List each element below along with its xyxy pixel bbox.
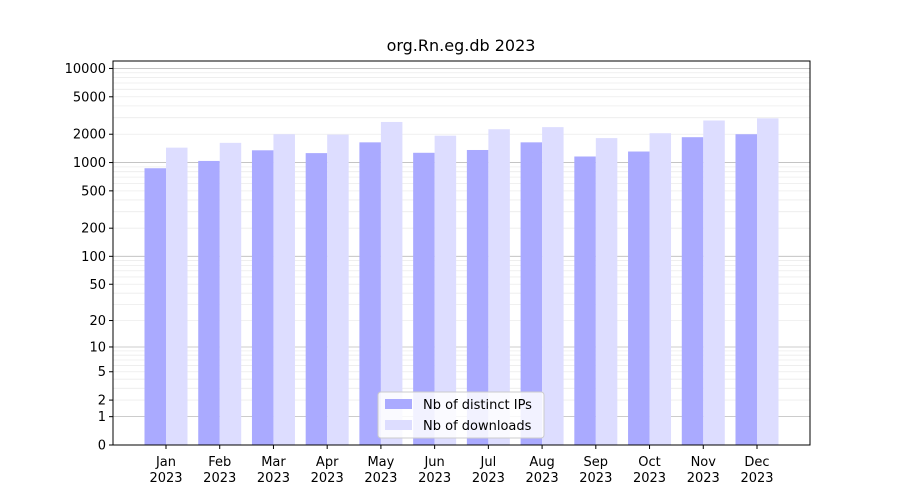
bar-distinct-ips [359,142,381,445]
legend-swatch [385,420,412,430]
bar-downloads [434,135,457,445]
bar-downloads [327,134,349,446]
x-tick-label: Jul 2023 [472,455,505,486]
bar-downloads [273,134,295,445]
bar-distinct-ips [251,150,274,445]
y-tick-label: 2000 [73,128,106,143]
bar-distinct-ips [628,151,650,445]
y-tick-label: 0 [98,439,106,454]
bar-distinct-ips [413,152,435,446]
x-tick-label: Mar 2023 [257,455,290,486]
bar-downloads [703,120,725,446]
y-tick-label: 200 [81,222,106,237]
x-tick-label: Jun 2023 [418,455,451,486]
bar-distinct-ips [735,134,757,445]
bar-downloads [757,118,779,445]
x-tick-label: Jan 2023 [149,455,182,486]
bar-downloads [542,127,564,446]
bar-downloads [219,142,242,445]
chart-title: org.Rn.eg.db 2023 [387,36,536,55]
bar-downloads [595,138,618,445]
y-tick-label: 10 [89,340,106,355]
bar-distinct-ips [466,149,489,445]
bar-distinct-ips [198,160,220,446]
y-tick-label: 500 [81,184,106,199]
x-tick-label: Feb 2023 [203,455,236,486]
y-tick-label: 50 [89,278,106,293]
y-tick-label: 5000 [73,90,106,105]
y-tick-label: 10000 [65,62,106,77]
x-tick-label: Apr 2023 [311,455,344,486]
y-tick-label: 1 [98,410,106,425]
legend-label: Nb of distinct IPs [423,398,532,413]
bar-downloads [649,133,672,446]
bar-distinct-ips [520,142,543,445]
legend-swatch [385,399,412,409]
y-tick-label: 20 [89,314,106,329]
x-tick-label: May 2023 [364,455,397,486]
x-tick-label: Sep 2023 [579,455,612,486]
x-tick-label: Aug 2023 [526,455,559,486]
legend-box [377,391,545,439]
bar-downloads [166,147,188,445]
bar-distinct-ips [574,156,596,445]
y-tick-label: 2 [98,394,106,409]
y-tick-label: 1000 [73,156,106,171]
bar-distinct-ips [681,137,704,445]
legend-label: Nb of downloads [423,419,532,434]
bar-distinct-ips [144,168,166,445]
y-tick-label: 5 [98,365,106,380]
y-tick-label: 100 [81,250,106,265]
bar-downloads [380,121,403,446]
x-tick-label: Dec 2023 [740,455,773,486]
bar-downloads [488,129,510,446]
bar-distinct-ips [305,153,328,445]
x-tick-label: Nov 2023 [687,455,720,486]
plot-frame [112,60,811,446]
x-tick-label: Oct 2023 [633,455,666,486]
